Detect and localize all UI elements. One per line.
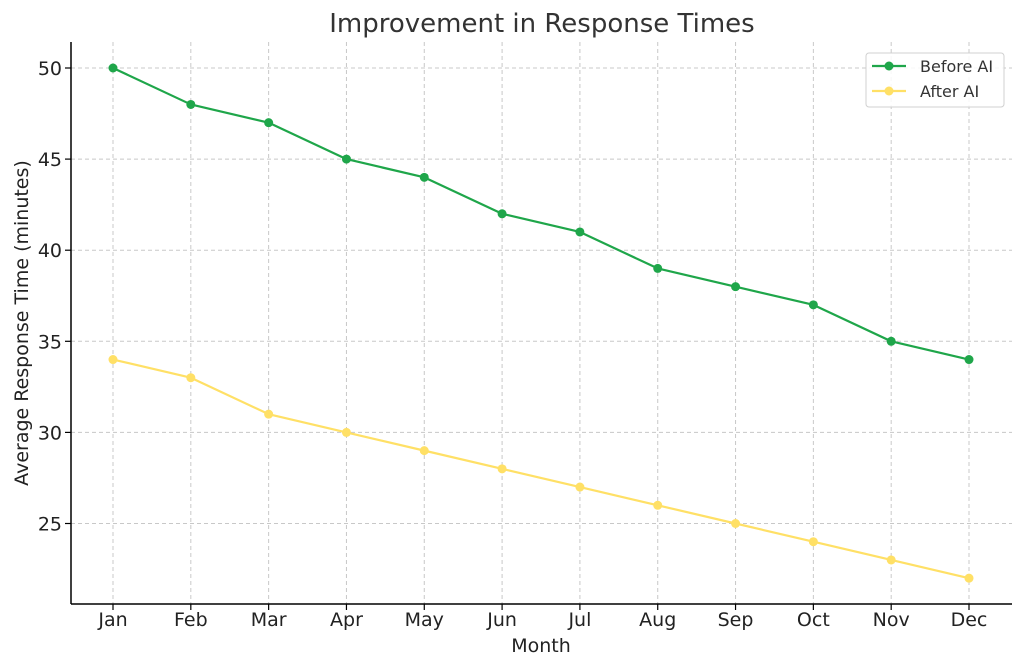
legend: Before AI After AI xyxy=(865,52,1005,108)
series-1-point xyxy=(653,263,663,273)
series-2-point xyxy=(731,519,741,528)
axes-layer: Jan Feb Mar Apr May Jun Jul Aug Sep Oct Nov Dec 25 30… xyxy=(38,42,1012,631)
series-2-point xyxy=(964,573,974,583)
x-axis-label: Month xyxy=(511,635,571,657)
series-line-1 xyxy=(112,67,970,361)
legend-label: Before AI xyxy=(920,57,993,76)
x-tick-label: Nov xyxy=(873,609,910,631)
y-tick-label: 50 xyxy=(38,58,62,80)
x-tick-label: Dec xyxy=(951,609,988,631)
series-1-point xyxy=(731,282,741,292)
x-tick-label: Jan xyxy=(97,609,127,631)
series-1-point xyxy=(808,300,818,310)
x-tick-label: Aug xyxy=(639,609,676,631)
x-tick-label: Feb xyxy=(174,609,208,631)
series-1-point xyxy=(341,154,351,164)
series-2-point xyxy=(264,409,274,419)
y-tick-label: 25 xyxy=(38,514,62,536)
legend-swatch-marker xyxy=(884,61,894,71)
series-2-point xyxy=(108,355,118,365)
legend-swatch-marker xyxy=(884,86,894,96)
series-2-point xyxy=(886,555,896,565)
series-1-point xyxy=(108,63,118,73)
series-layer xyxy=(108,63,974,583)
series-1-point xyxy=(886,336,896,346)
series-2-point xyxy=(808,537,818,547)
series-1-point xyxy=(264,118,274,128)
y-axis-label: Average Response Time (minutes) xyxy=(11,160,33,486)
y-tick-label: 40 xyxy=(38,240,62,262)
x-tick-label: Jun xyxy=(486,609,517,631)
series-2-point xyxy=(419,446,429,456)
series-1-point xyxy=(575,227,585,237)
x-tick-label: Jul xyxy=(567,609,591,631)
series-2-point xyxy=(497,464,507,474)
series-2-point xyxy=(653,500,663,510)
y-tick-label: 30 xyxy=(38,422,62,444)
x-tick-label: Apr xyxy=(330,609,363,631)
series-1-point xyxy=(419,172,429,182)
x-tick-label: May xyxy=(405,609,444,631)
chart-title: Improvement in Response Times xyxy=(329,9,754,39)
x-tick-label: Oct xyxy=(797,609,830,631)
x-tick-label: Mar xyxy=(251,609,287,631)
series-1-point xyxy=(186,99,196,109)
series-2-point xyxy=(575,482,585,492)
series-2-point xyxy=(341,427,351,437)
y-tick-label: 45 xyxy=(38,149,62,171)
series-line-2 xyxy=(112,358,970,580)
y-tick-label: 35 xyxy=(38,331,62,353)
x-tick-label: Sep xyxy=(718,609,754,631)
series-1-point xyxy=(964,355,974,365)
legend-label: After AI xyxy=(920,82,979,101)
grid-layer xyxy=(71,42,1012,604)
series-2-point xyxy=(186,373,196,383)
series-1-point xyxy=(497,209,507,219)
